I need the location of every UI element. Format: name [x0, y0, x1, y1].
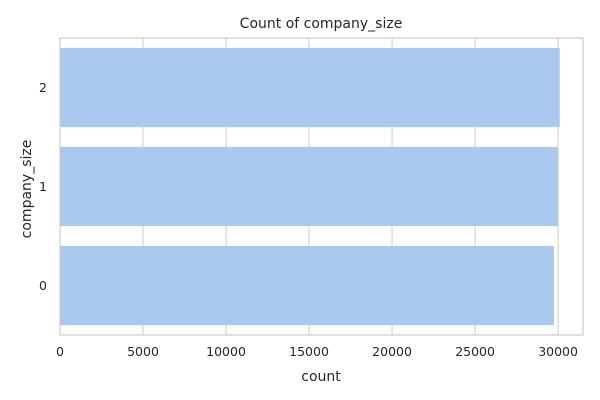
x-tick-label-3: 15000 — [289, 344, 329, 359]
plot-frame — [59, 37, 584, 336]
bar-0 — [60, 245, 554, 326]
x-tick-label-5: 25000 — [455, 344, 495, 359]
x-tick-label-4: 20000 — [372, 344, 412, 359]
x-tick-label-1: 5000 — [127, 344, 159, 359]
y-tick-label-2: 2 — [39, 80, 47, 95]
y-tick-label-1: 1 — [39, 179, 47, 194]
bars — [60, 47, 560, 326]
bar-2 — [60, 47, 560, 128]
x-tick-labels: 0 5000 10000 15000 20000 25000 30000 — [56, 344, 578, 359]
x-axis-label: count — [301, 369, 341, 385]
y-tick-labels: 2 1 0 — [39, 80, 47, 293]
y-tick-label-0: 0 — [39, 278, 47, 293]
bar-1 — [60, 146, 559, 227]
y-axis-label: company_size — [19, 140, 35, 239]
x-tick-label-2: 10000 — [206, 344, 246, 359]
x-tick-label-0: 0 — [56, 344, 64, 359]
chart-title: Count of company_size — [240, 16, 403, 32]
x-tick-label-6: 30000 — [538, 344, 578, 359]
